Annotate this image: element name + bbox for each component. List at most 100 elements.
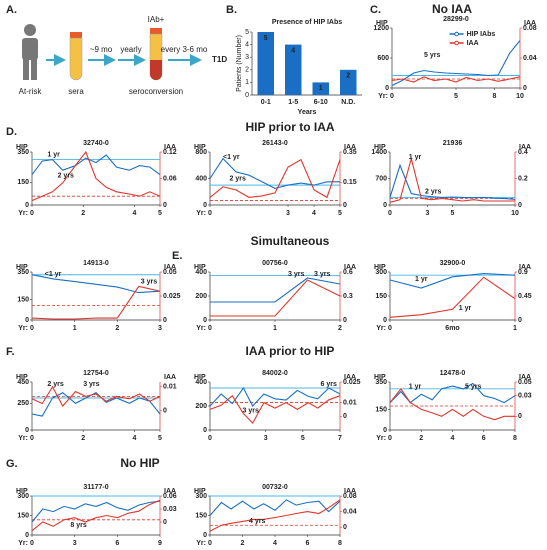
- y-tick-label: 4: [245, 41, 249, 48]
- y-axis-label: HIP: [16, 144, 28, 151]
- diagram-label: seroconversion: [129, 87, 183, 96]
- y-tick-label: 150: [375, 293, 387, 300]
- person-leg: [31, 58, 37, 80]
- y-tick-label: 1: [245, 79, 249, 86]
- x-axis-label: Yr:: [376, 435, 386, 442]
- panel-label: C.: [370, 4, 381, 16]
- y-tick-label: 0: [25, 317, 29, 324]
- series-line: [31, 500, 161, 523]
- chart-title: 14913-0: [83, 260, 109, 267]
- y-tick-label: 200: [195, 403, 207, 410]
- section-heading: Simultaneous: [251, 234, 330, 248]
- person-head: [24, 24, 36, 36]
- diagram-label: At-risk: [19, 87, 43, 96]
- legend-marker: [454, 31, 459, 37]
- series-line: [389, 163, 516, 200]
- x-tick-label: 0: [30, 435, 34, 442]
- y2-tick-label: 0.04: [523, 55, 537, 62]
- y2-tick-label: 0.04: [343, 508, 357, 515]
- y2-tick-label: 0: [343, 317, 347, 324]
- annotation: 2 yrs: [58, 173, 74, 180]
- chart-title: 00756-0: [262, 260, 288, 267]
- y2-tick-label: 0.08: [343, 493, 357, 500]
- annotation: 3 yrs: [83, 381, 99, 388]
- y-tick-label: 350: [17, 149, 29, 156]
- annotation: 2 yrs: [425, 189, 441, 196]
- y2-axis-label: IAA: [164, 374, 176, 381]
- x-axis-label: Yr:: [196, 325, 206, 332]
- y-tick-label: 0: [25, 202, 29, 209]
- y-tick-label: 5: [245, 29, 249, 36]
- x-tick-label: 5: [301, 435, 305, 442]
- x-tick-label: 5: [158, 210, 162, 217]
- y2-tick-label: 0.12: [163, 149, 177, 156]
- series-line: [209, 386, 341, 407]
- annotation: 8 yrs: [70, 522, 86, 529]
- x-axis-label: Yr:: [18, 325, 28, 332]
- x-tick-label: 3: [426, 210, 430, 217]
- diagram-shapes: [22, 24, 202, 81]
- section-heading: No HIP: [120, 456, 159, 470]
- y2-axis-label: IAA: [344, 374, 356, 381]
- panel-label: B.: [226, 4, 237, 16]
- x-tick-label: 0-1: [261, 99, 271, 106]
- y-tick-label: 350: [375, 379, 387, 386]
- diagram-label: T1D: [212, 55, 227, 64]
- y-axis-label: HIP: [194, 374, 206, 381]
- series-line: [31, 274, 161, 294]
- diagram-label: sera: [68, 87, 84, 96]
- legend-label: HIP IAbs: [467, 31, 496, 38]
- y-tick-label: 400: [195, 379, 207, 386]
- section-heading: No IAA: [432, 2, 472, 16]
- annotation: 1 yr: [415, 276, 428, 283]
- chart-title: 28299-0: [443, 16, 469, 23]
- y-axis-label: HIP: [374, 144, 386, 151]
- y2-tick-label: 0.2: [518, 175, 528, 182]
- x-tick-label: 2: [81, 435, 85, 442]
- annotation: 2 yrs: [47, 381, 63, 388]
- annotation: 3 yrs: [314, 271, 330, 278]
- series-line: [209, 157, 340, 189]
- x-tick-label: 5: [451, 210, 455, 217]
- bar: [285, 44, 302, 95]
- y2-tick-label: 0: [523, 85, 527, 92]
- y2-tick-label: 0.05: [518, 379, 532, 386]
- x-axis-label: Yr:: [378, 93, 388, 100]
- y-axis-label: HIP: [16, 264, 28, 271]
- series-line: [31, 154, 161, 176]
- y2-tick-label: 0.03: [163, 506, 177, 513]
- x-tick-label: 8: [492, 93, 496, 100]
- series-line: [209, 499, 341, 516]
- y2-tick-label: 0: [518, 317, 522, 324]
- annotation: 5 yrs: [465, 384, 481, 391]
- x-tick-label: 7: [338, 435, 342, 442]
- y-tick-label: 0: [383, 202, 387, 209]
- x-tick-label: N.D.: [341, 99, 355, 106]
- chart-title: 00732-0: [262, 484, 288, 491]
- annotation: 6 yrs: [321, 381, 337, 388]
- x-tick-label: 0: [208, 325, 212, 332]
- x-tick-label: 1: [73, 325, 77, 332]
- bar-value-label: 2: [346, 73, 350, 80]
- x-tick-label: 10: [511, 210, 519, 217]
- y2-tick-label: 0.9: [518, 269, 528, 276]
- diagram-label: every 3-6 mo: [161, 45, 208, 54]
- chart-title: 26143-0: [262, 140, 288, 147]
- x-tick-label: 5: [158, 435, 162, 442]
- y2-tick-label: 0.45: [518, 293, 532, 300]
- y-tick-label: 250: [17, 400, 29, 407]
- y-axis-label: HIP: [194, 264, 206, 271]
- series-line: [31, 385, 161, 407]
- chart-title: 32740-0: [83, 140, 109, 147]
- x-tick-label: 9: [158, 540, 162, 547]
- y-tick-label: 0: [383, 427, 387, 434]
- diagram-label: IAb+: [148, 15, 165, 24]
- y2-tick-label: 0.01: [163, 384, 177, 391]
- x-tick-label: 0: [388, 325, 392, 332]
- x-tick-label: 6: [115, 540, 119, 547]
- x-tick-label: 8: [338, 540, 342, 547]
- x-tick-label: 4: [312, 210, 316, 217]
- y-axis-label: HIP: [376, 20, 388, 27]
- annotation: <1 yr: [223, 154, 240, 161]
